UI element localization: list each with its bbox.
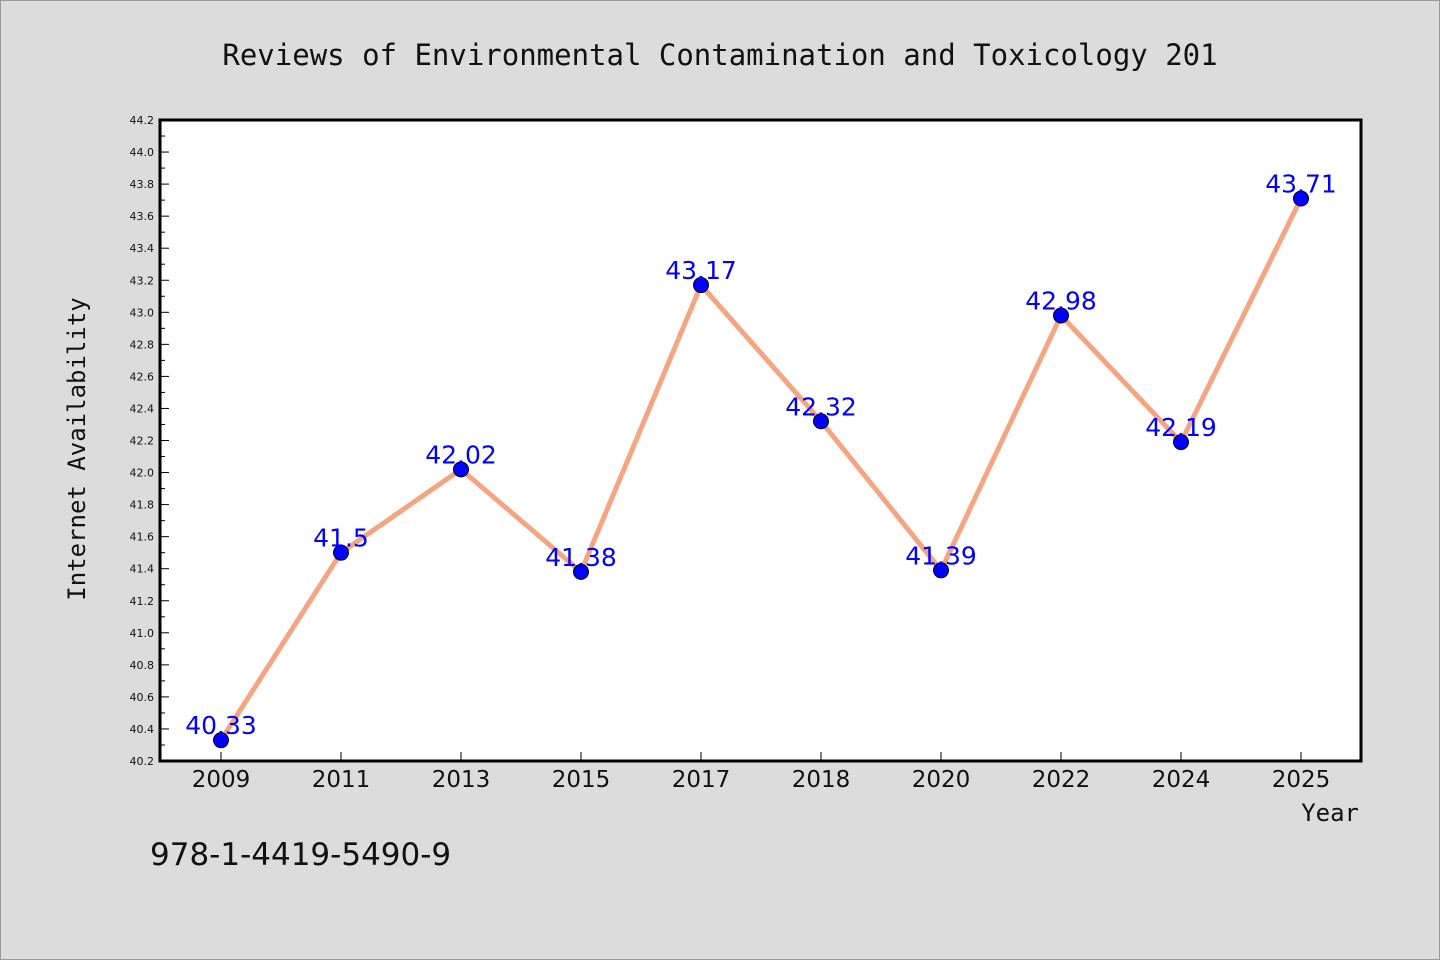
y-tick-label: 42.4 — [130, 402, 155, 415]
y-tick-label: 41.6 — [130, 531, 155, 544]
x-tick-label: 2013 — [432, 767, 491, 793]
x-tick-label: 2015 — [552, 767, 611, 793]
data-point-marker — [213, 732, 229, 749]
y-tick-label: 42.8 — [130, 338, 155, 351]
data-point-marker — [1293, 190, 1309, 207]
marker-layer — [213, 190, 1309, 749]
x-tick-label: 2018 — [792, 767, 851, 793]
data-label: 43.71 — [1265, 170, 1337, 199]
data-point-marker — [693, 277, 709, 294]
data-point-marker — [1173, 434, 1189, 451]
data-point-marker — [453, 461, 469, 478]
data-label-layer: 40.33 41.5 42.02 41.38 43.17 42.32 41.39 42.98 4… — [185, 170, 1337, 741]
data-label: 43.17 — [665, 256, 737, 285]
y-axis-label: Internet Availability — [63, 297, 91, 600]
y-tick-label: 42.0 — [130, 467, 155, 480]
data-label: 41.5 — [313, 524, 369, 553]
data-label: 42.98 — [1025, 287, 1097, 316]
y-tick-label: 42.2 — [130, 435, 155, 448]
y-tick-label: 40.8 — [130, 659, 155, 672]
isbn-annotation: 978-1-4419-5490-9 — [150, 837, 451, 873]
data-label: 41.39 — [905, 541, 977, 570]
y-axis: 40.2 40.4 40.6 40.8 41.0 41.2 41.4 41.6 41.8 42.0… — [130, 114, 169, 768]
y-tick-label: 42.6 — [130, 370, 155, 383]
data-label: 42.32 — [785, 392, 857, 421]
y-tick-label: 41.4 — [130, 563, 155, 576]
y-tick-label: 44.0 — [130, 146, 155, 159]
x-axis-label: Year — [1301, 799, 1359, 827]
x-tick-label: 2024 — [1152, 767, 1211, 793]
y-tick-label: 44.2 — [130, 114, 155, 127]
x-tick-label: 2009 — [192, 767, 251, 793]
data-label: 40.33 — [185, 711, 257, 740]
x-tick-label: 2022 — [1032, 767, 1091, 793]
x-tick-label: 2020 — [912, 767, 971, 793]
chart-title: Reviews of Environmental Contamination a… — [222, 38, 1217, 72]
x-tick-label: 2025 — [1272, 767, 1331, 793]
y-tick-label: 43.6 — [130, 210, 155, 223]
y-tick-label: 41.2 — [130, 595, 155, 608]
y-tick-label: 41.0 — [130, 627, 155, 640]
data-label: 42.19 — [1145, 413, 1217, 442]
data-label: 41.38 — [545, 543, 617, 572]
series-line-layer — [218, 196, 1304, 743]
y-tick-label: 41.8 — [130, 499, 155, 512]
plot-area — [158, 118, 1363, 763]
series-line — [218, 196, 1304, 743]
y-tick-label: 43.2 — [130, 274, 155, 287]
y-tick-label: 43.4 — [130, 242, 155, 255]
data-point-marker — [813, 413, 829, 430]
x-axis: 2009 2011 2013 2015 2017 2018 2020 2022 2024 2025 — [192, 752, 1331, 793]
data-point-marker — [1053, 307, 1069, 324]
data-point-marker — [333, 544, 349, 561]
x-tick-label: 2011 — [312, 767, 371, 793]
y-tick-label: 43.0 — [130, 306, 155, 319]
data-point-marker — [933, 562, 949, 579]
x-tick-label: 2017 — [672, 767, 731, 793]
y-tick-label: 40.2 — [130, 755, 155, 768]
y-tick-label: 40.6 — [130, 691, 155, 704]
data-label: 42.02 — [425, 440, 497, 469]
y-tick-label: 43.8 — [130, 178, 155, 191]
y-tick-label: 40.4 — [130, 723, 155, 736]
data-point-marker — [573, 563, 589, 580]
